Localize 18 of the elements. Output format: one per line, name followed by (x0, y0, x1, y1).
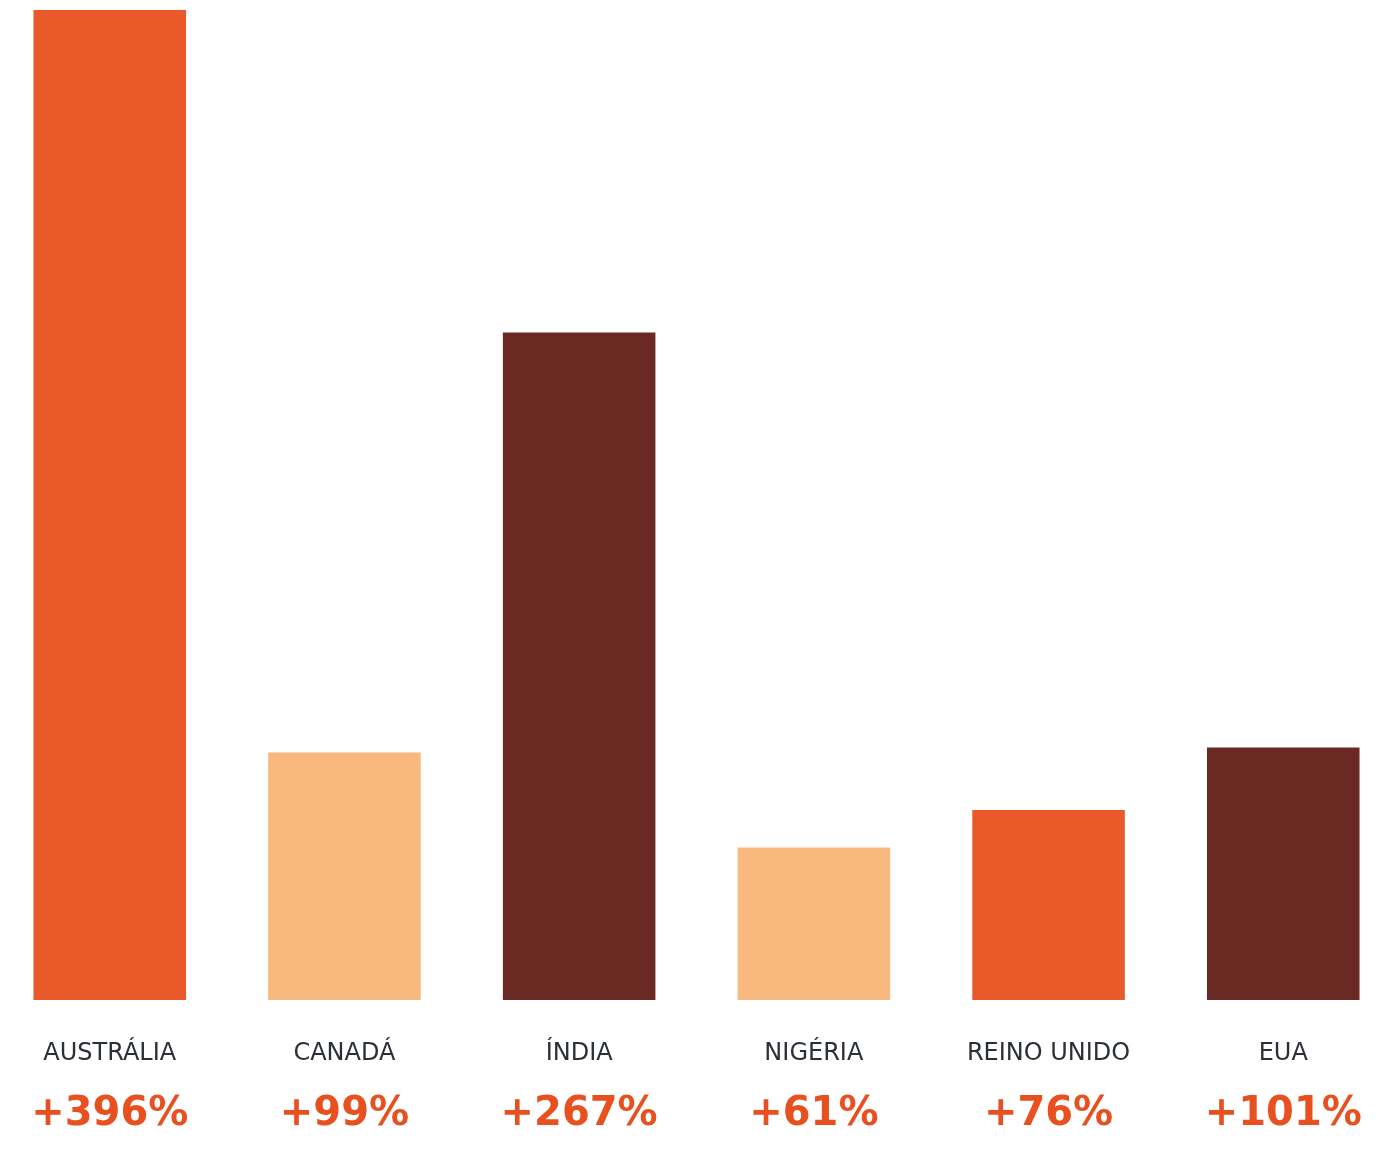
bar (1206, 747, 1360, 1000)
data-label: +99% (279, 1088, 410, 1134)
data-label: +101% (1204, 1088, 1362, 1134)
data-label: +61% (749, 1088, 879, 1134)
data-label: +267% (500, 1088, 658, 1134)
x-tick-label: EUA (1258, 1037, 1309, 1066)
x-tick-label: AUSTRÁLIA (43, 1036, 177, 1066)
x-tick-label: REINO UNIDO (966, 1037, 1131, 1066)
bar (268, 752, 421, 1000)
data-label: +396% (31, 1088, 189, 1134)
bar (502, 332, 656, 1000)
bar (737, 847, 891, 1000)
bar (972, 810, 1125, 1000)
bar (33, 10, 187, 1000)
x-tick-label: ÍNDIA (545, 1036, 614, 1066)
x-tick-label: CANADÁ (293, 1036, 397, 1066)
x-tick-label: NIGÉRIA (764, 1036, 864, 1066)
data-label: +76% (983, 1088, 1114, 1134)
